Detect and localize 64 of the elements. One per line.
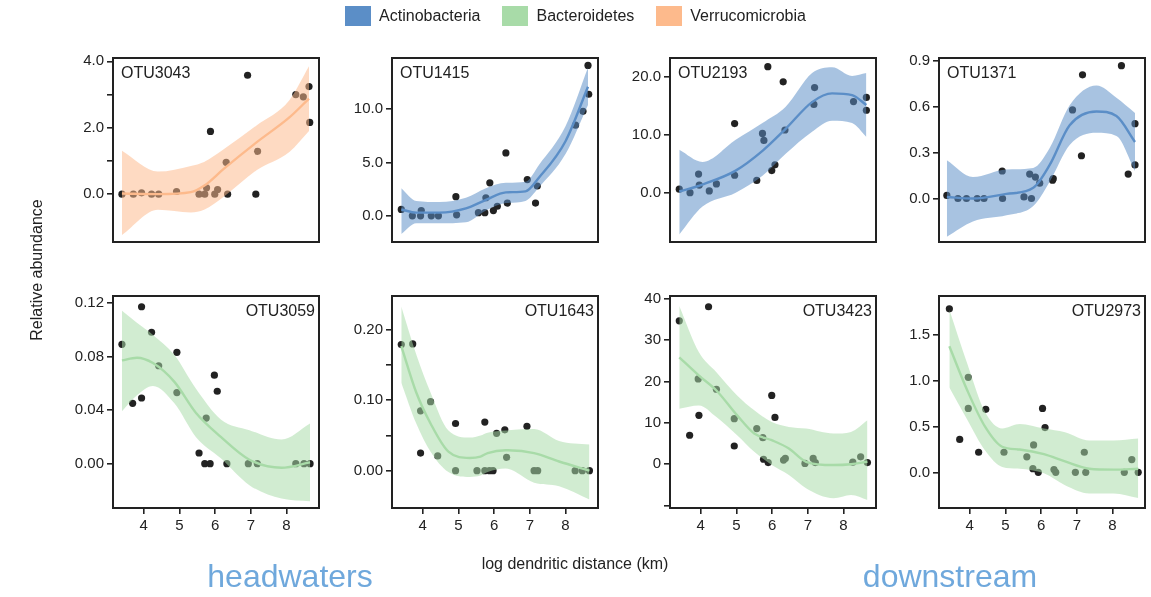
x-tick-label: 8 [839, 516, 848, 534]
legend-label: Verrucomicrobia [690, 7, 806, 25]
y-tick-label: 0.0 [362, 206, 383, 224]
y-tick-label: 20.0 [631, 66, 661, 84]
legend-label: Bacteroidetes [536, 7, 635, 25]
x-tick-label: 4 [696, 516, 705, 534]
y-tick-label: 0.10 [353, 390, 383, 408]
x-tick-label: 7 [525, 516, 534, 534]
x-tick-label: 5 [454, 516, 463, 534]
y-tick-label: 0.0 [909, 462, 930, 480]
x-tick-label: 6 [767, 516, 777, 534]
text: headwaters [207, 558, 373, 595]
x-tick-label: 8 [561, 516, 570, 534]
y-tick-label: 0.3 [909, 142, 930, 160]
y-tick-label: 0.00 [353, 460, 383, 478]
y-tick-label: 0.6 [909, 97, 930, 114]
legend-label: Actinobacteria [379, 7, 481, 25]
text: downstream [862, 558, 1038, 595]
x-tick-label: 6 [210, 516, 220, 534]
x-tick-label: 7 [1072, 516, 1081, 534]
x-tick-label: 6 [489, 516, 499, 534]
y-tick-label: 0.0 [640, 182, 661, 200]
x-axis-title: log dendritic distance (km) [481, 555, 669, 573]
chart-title: OTU2973 [1071, 302, 1142, 320]
y-tick-label: 0.20 [353, 319, 383, 337]
y-tick-label: 0.5 [909, 416, 930, 434]
x-tick-label: 4 [139, 516, 148, 534]
y-tick-label: 5.0 [362, 152, 383, 170]
chart-title: OTU3059 [245, 302, 316, 320]
y-tick-label: 0.04 [74, 400, 104, 418]
y-tick-label: 2.0 [83, 117, 104, 135]
x-tick-label: 6 [1036, 516, 1046, 534]
y-tick-label: 0.9 [909, 51, 930, 69]
y-tick-label: 10.0 [353, 99, 383, 117]
x-tick-label: 7 [246, 516, 255, 534]
y-tick-label: 1.5 [909, 325, 930, 343]
y-tick-label: 0.08 [74, 346, 104, 364]
chart-title: OTU1415 [400, 64, 470, 82]
x-tick-label: 8 [282, 516, 291, 534]
x-tick-label: 4 [965, 516, 974, 534]
y-tick-label: 4.0 [83, 51, 104, 69]
x-tick-label: 7 [803, 516, 812, 534]
chart-title: OTU3423 [802, 302, 873, 320]
x-tick-label: 5 [732, 516, 741, 534]
y-tick-label: 0 [652, 454, 661, 472]
y-tick-label: 0.12 [74, 292, 104, 310]
chart-title: OTU2193 [678, 64, 748, 82]
y-axis-title: Relative abundance [28, 199, 46, 341]
x-tick-label: 5 [175, 516, 184, 534]
y-tick-label: 0.00 [74, 453, 104, 471]
x-tick-label: 5 [1001, 516, 1010, 534]
y-tick-label: 10 [644, 412, 661, 430]
y-tick-label: 0.0 [83, 184, 104, 202]
x-tick-label: 8 [1108, 516, 1117, 534]
chart-title: OTU1371 [947, 64, 1017, 82]
x-tick-label: 4 [418, 516, 427, 534]
y-tick-label: 40 [644, 288, 661, 306]
y-tick-label: 20 [644, 371, 661, 389]
y-tick-label: 0.0 [909, 188, 930, 206]
y-tick-label: 30 [644, 330, 661, 348]
chart-title: OTU3043 [121, 64, 191, 82]
y-tick-label: 1.0 [909, 371, 930, 389]
y-tick-label: 10.0 [631, 124, 661, 142]
chart-title: OTU1643 [524, 302, 595, 320]
